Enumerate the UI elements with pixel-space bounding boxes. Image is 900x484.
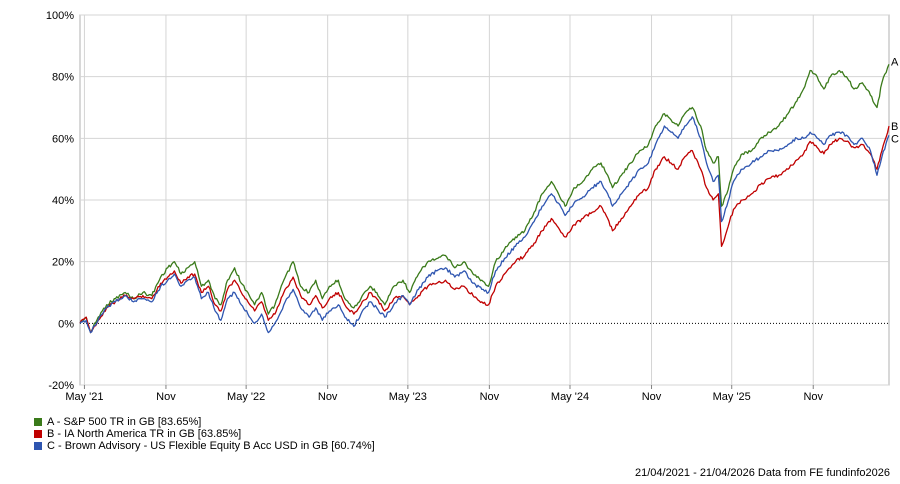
legend-swatch-b	[34, 430, 42, 438]
chart-series	[79, 64, 890, 334]
x-tick-label: May '22	[227, 391, 265, 403]
x-tick-label: May '24	[551, 391, 589, 403]
chart-grid	[79, 14, 890, 386]
legend-swatch-c	[34, 442, 42, 450]
chart-legend: A - S&P 500 TR in GB [83.65%] B - IA Nor…	[34, 416, 375, 452]
series-line-c	[79, 116, 890, 334]
series-line-b	[79, 125, 890, 334]
y-tick-label: 40%	[52, 195, 74, 207]
x-tick-label: Nov	[156, 391, 176, 403]
x-tick-label: May '21	[65, 391, 103, 403]
series-end-label-a: A	[891, 56, 899, 68]
series-line-a	[79, 64, 890, 334]
legend-swatch-a	[34, 418, 42, 426]
legend-label-b: B - IA North America TR in GB [63.85%]	[47, 428, 242, 440]
chart-footer: 21/04/2021 - 21/04/2026 Data from FE fun…	[634, 467, 890, 479]
x-tick-label: May '25	[713, 391, 751, 403]
y-tick-label: 80%	[52, 72, 74, 84]
performance-line-chart: -20% 0% 20% 40% 60% 80% 100% May '21 Nov May '22 N…	[46, 10, 899, 403]
x-tick-label: Nov	[803, 391, 823, 403]
x-tick-label: Nov	[318, 391, 338, 403]
series-end-label-c: C	[891, 133, 899, 145]
chart-end-labels: A BC	[891, 56, 899, 145]
x-tick-label: Nov	[480, 391, 500, 403]
legend-label-a: A - S&P 500 TR in GB [83.65%]	[47, 416, 202, 428]
x-tick-label: May '23	[389, 391, 427, 403]
y-tick-label: 60%	[52, 133, 74, 145]
legend-item-b: B - IA North America TR in GB [63.85%]	[34, 428, 375, 440]
y-tick-label: -20%	[48, 380, 74, 392]
legend-item-a: A - S&P 500 TR in GB [83.65%]	[34, 416, 375, 428]
chart-axes: -20% 0% 20% 40% 60% 80% 100% May '21 Nov May '22 N…	[46, 10, 824, 403]
series-end-label-b: B	[891, 121, 898, 133]
legend-label-c: C - Brown Advisory - US Flexible Equity …	[47, 440, 375, 452]
legend-item-c: C - Brown Advisory - US Flexible Equity …	[34, 440, 375, 452]
y-tick-label: 100%	[46, 10, 74, 22]
y-tick-label: 20%	[52, 257, 74, 269]
y-tick-label: 0%	[58, 318, 74, 330]
x-tick-label: Nov	[642, 391, 662, 403]
